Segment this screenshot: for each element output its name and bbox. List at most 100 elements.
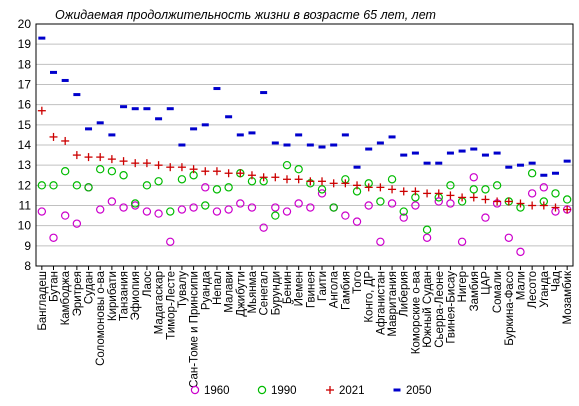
data-point-2050 — [143, 107, 151, 111]
data-point-2050 — [376, 141, 384, 145]
data-point-2050 — [400, 153, 408, 157]
data-point-2021 — [119, 157, 128, 166]
category-label: Лесото — [527, 271, 539, 309]
data-point-1960 — [411, 201, 420, 210]
category-label: Кирибати — [107, 271, 119, 321]
category-label: Сомали — [492, 271, 504, 313]
data-point-1990 — [201, 201, 210, 210]
category-label: Гвинея-Бисау — [445, 271, 457, 344]
data-point-1960 — [201, 183, 210, 192]
data-point-2050 — [423, 161, 431, 165]
data-point-1960 — [446, 199, 455, 208]
data-point-2021 — [504, 197, 513, 206]
data-point-2021 — [411, 187, 420, 196]
data-point-2021 — [469, 193, 478, 202]
data-point-2021 — [528, 201, 537, 210]
data-point-2050 — [73, 93, 81, 97]
data-point-1990 — [212, 185, 222, 194]
data-point-1990 — [481, 185, 490, 194]
legend-item-1990: 1990 — [257, 385, 297, 397]
category-label: Непал — [212, 271, 224, 305]
data-point-1960 — [434, 197, 443, 206]
category-label: Того — [352, 271, 364, 294]
y-tick-label: 18 — [18, 57, 32, 71]
data-point-2050 — [155, 117, 163, 121]
y-tick-label: 10 — [18, 219, 32, 233]
data-point-1960 — [364, 201, 373, 210]
data-point-2021 — [189, 165, 198, 174]
data-point-1990 — [119, 171, 128, 180]
data-point-2021 — [434, 189, 443, 198]
data-point-2021 — [318, 177, 327, 186]
data-point-1990 — [329, 203, 338, 212]
category-label: Афганистан — [375, 271, 387, 335]
data-point-1960 — [189, 203, 198, 212]
data-point-2050 — [563, 159, 571, 163]
data-point-2050 — [166, 107, 174, 111]
data-point-2021 — [247, 171, 256, 180]
data-point-1960 — [107, 197, 117, 206]
data-point-2021 — [224, 169, 233, 178]
category-label: Тувалу — [177, 271, 189, 308]
category-label: Мьянма — [247, 270, 259, 313]
category-label: Чад — [550, 271, 562, 292]
data-point-2050 — [505, 165, 513, 169]
data-point-1990 — [469, 185, 478, 194]
data-point-2021 — [131, 159, 140, 168]
data-point-2050 — [271, 141, 279, 145]
category-label: Мали — [515, 271, 527, 300]
data-point-1960 — [49, 233, 58, 242]
series-1960 — [37, 173, 572, 257]
category-label: Судан — [84, 271, 96, 304]
legend-marker-2050 — [393, 388, 401, 392]
data-point-2050 — [318, 145, 326, 149]
y-tick-label: 17 — [18, 78, 32, 92]
category-label: Мавритания — [387, 271, 399, 337]
data-point-2050 — [85, 127, 93, 131]
category-label: Бурунди — [270, 271, 282, 315]
data-point-2050 — [306, 143, 314, 147]
data-point-1990 — [317, 185, 327, 194]
data-point-2050 — [61, 78, 69, 82]
y-tick-label: 12 — [18, 178, 32, 192]
category-label: Бутан — [49, 271, 61, 302]
chart-title: Ожидаемая продолжительность жизни в возр… — [55, 8, 436, 22]
legend-label: 1960 — [204, 385, 230, 397]
category-label: Йемен — [293, 271, 306, 306]
data-point-1990 — [131, 199, 140, 208]
legend-label: 2021 — [339, 385, 365, 397]
data-point-2021 — [49, 132, 58, 141]
data-point-1990 — [224, 183, 233, 192]
data-point-2021 — [107, 155, 116, 164]
category-label: Бангладеш — [37, 271, 49, 331]
data-point-1960 — [504, 233, 513, 242]
legend-marker-1960 — [190, 385, 200, 395]
data-point-1990 — [376, 197, 385, 206]
data-point-1990 — [422, 225, 432, 234]
data-point-1960 — [539, 183, 549, 192]
data-point-1960 — [119, 203, 128, 212]
data-point-2050 — [248, 131, 256, 135]
category-label: Ангола — [329, 270, 341, 308]
data-point-2021 — [294, 175, 303, 184]
data-point-1960 — [236, 199, 245, 208]
grid-layer — [36, 43, 573, 247]
category-label: Гамбия — [340, 271, 352, 310]
y-tick-label: 8 — [24, 259, 31, 273]
data-point-2021 — [212, 167, 221, 176]
data-point-1960 — [387, 199, 397, 208]
data-point-2050 — [365, 147, 373, 151]
data-point-1960 — [352, 217, 362, 226]
data-point-2021 — [551, 203, 560, 212]
data-point-2021 — [271, 173, 280, 182]
category-label: Либерия — [399, 271, 411, 317]
data-point-2021 — [446, 191, 455, 200]
data-point-2021 — [539, 201, 548, 210]
data-point-2050 — [260, 91, 268, 95]
data-point-2021 — [341, 179, 350, 188]
data-point-2021 — [72, 151, 81, 160]
category-label: Гаити — [317, 271, 329, 301]
legend-label: 1990 — [271, 385, 297, 397]
